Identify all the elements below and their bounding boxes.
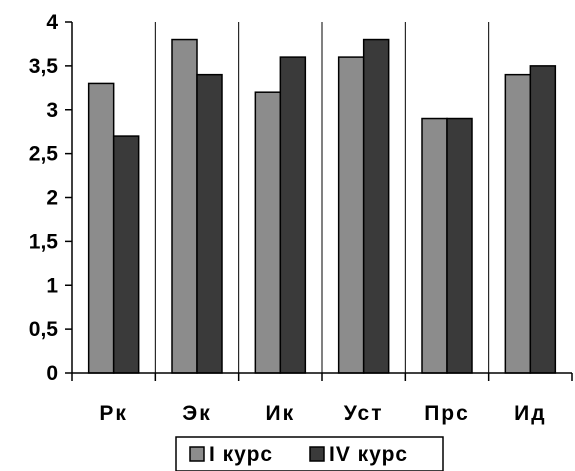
y-tick-label: 1,5 [29, 230, 59, 253]
category-gridlines [154, 22, 490, 373]
x-category-label: Прс [424, 402, 470, 425]
legend-swatch [309, 446, 325, 462]
y-axis-ticks: 0 0,5 1 1,5 2 2,5 3 3,5 4 [29, 11, 72, 385]
x-category-label: Уст [344, 402, 384, 425]
bar-series2-4 [446, 117, 473, 374]
bar-series1-4 [421, 117, 448, 374]
bar-series1-5 [504, 73, 532, 374]
legend-label: IV курс [329, 443, 408, 466]
x-category-label: Эк [182, 402, 211, 425]
bar-series2-5 [529, 65, 557, 374]
bar-series2-3 [362, 38, 390, 374]
bar-series2-1 [196, 73, 223, 374]
legend: I курс IV курс [175, 436, 444, 471]
bar-series1-0 [87, 82, 115, 374]
bar-series2-2 [279, 56, 307, 374]
x-category-label: Ик [266, 402, 296, 425]
x-category-label: Ид [514, 402, 546, 425]
y-tick-label: 2 [46, 187, 58, 210]
legend-swatch [189, 446, 205, 462]
y-tick-label: 1 [46, 274, 58, 297]
bar-series2-0 [112, 135, 140, 374]
legend-label: I курс [209, 443, 273, 466]
y-tick-label: 4 [46, 11, 58, 34]
bar-series1-1 [171, 38, 198, 374]
y-tick-label: 0,5 [29, 318, 59, 341]
bars-group [87, 38, 557, 374]
y-tick-label: 3,5 [29, 55, 59, 78]
y-tick-label: 3 [46, 99, 58, 122]
y-tick-label: 0 [46, 362, 58, 385]
y-tick-label: 2,5 [29, 143, 59, 166]
x-category-label: Рк [99, 402, 128, 425]
bar-series1-3 [337, 56, 365, 374]
bar-series1-2 [254, 91, 282, 374]
x-axis-labels: Рк Эк Ик Уст Прс Ид [99, 402, 546, 425]
